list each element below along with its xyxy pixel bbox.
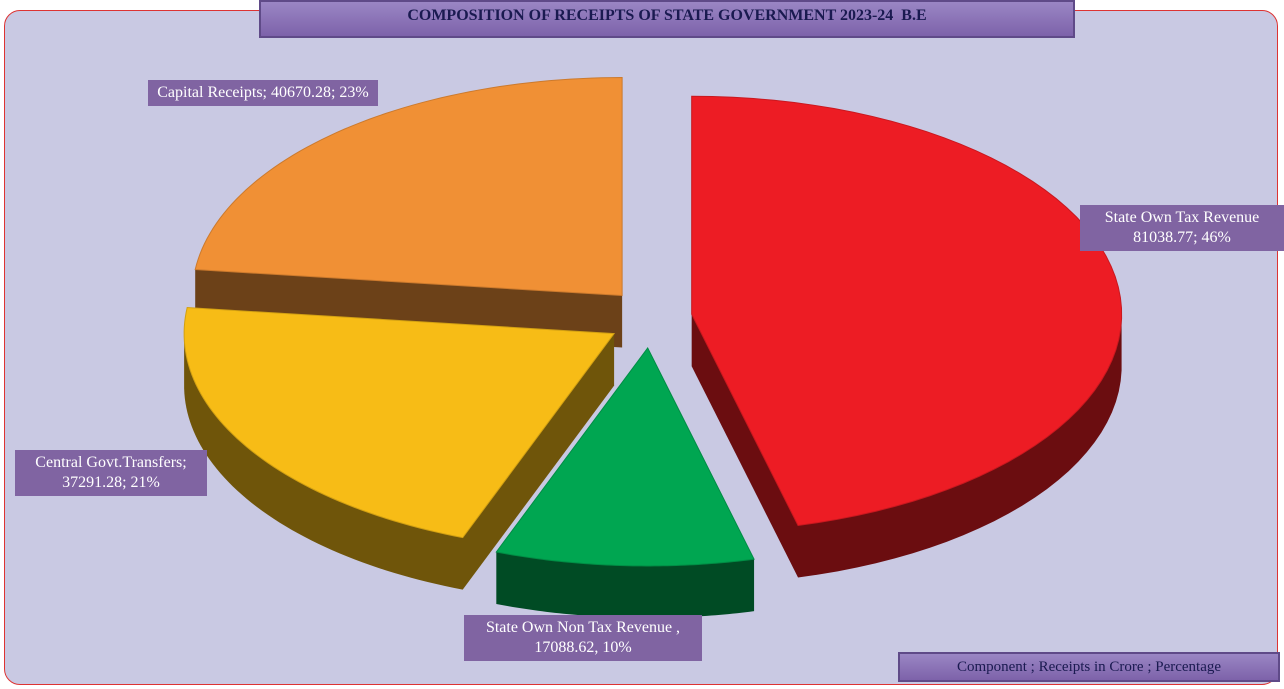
data-label: Central Govt.Transfers; 37291.28; 21% <box>15 450 207 496</box>
chart-title: COMPOSITION OF RECEIPTS OF STATE GOVERNM… <box>259 0 1075 38</box>
slice <box>691 95 1123 527</box>
slice <box>183 307 616 539</box>
slice <box>495 347 755 567</box>
slice <box>194 77 623 297</box>
data-label: Capital Receipts; 40670.28; 23% <box>148 80 378 106</box>
data-label: State Own Non Tax Revenue , 17088.62, 10… <box>464 615 702 661</box>
data-label: State Own Tax Revenue 81038.77; 46% <box>1080 205 1284 251</box>
legend-note: Component ; Receipts in Crore ; Percenta… <box>898 652 1280 682</box>
